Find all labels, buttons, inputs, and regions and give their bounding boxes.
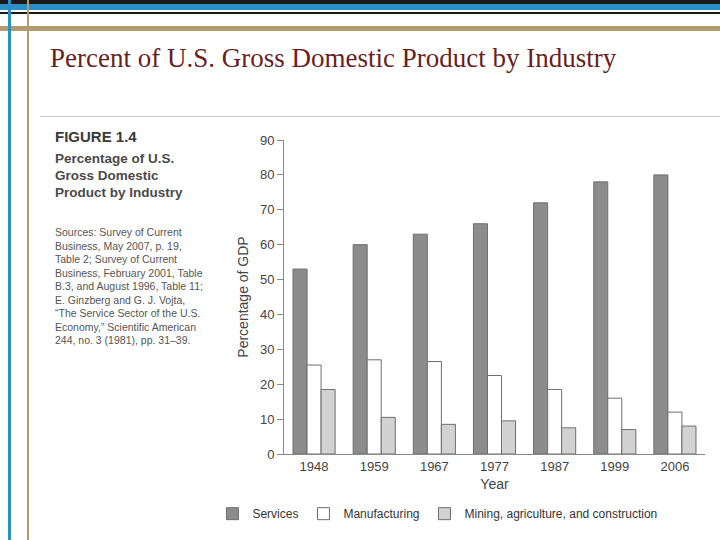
svg-text:1987: 1987 [540, 459, 569, 474]
svg-text:80: 80 [260, 167, 274, 182]
svg-text:40: 40 [260, 307, 274, 322]
svg-text:70: 70 [260, 202, 274, 217]
svg-text:20: 20 [260, 377, 274, 392]
svg-text:1967: 1967 [420, 459, 449, 474]
svg-text:50: 50 [260, 272, 274, 287]
svg-text:90: 90 [260, 133, 274, 148]
html-text:Percentage of U.S. Gross Domes: Percentage of U.S. Gross Domestic Produc… [55, 151, 183, 200]
html-text:Sources: Survey of Current Bus: Sources: Survey of Current Business, May… [55, 226, 203, 346]
svg-text:2006: 2006 [660, 459, 689, 474]
svg-text:1977: 1977 [480, 459, 509, 474]
svg-text:Mining, agriculture, and const: Mining, agriculture, and construction [464, 507, 657, 521]
svg-text:1948: 1948 [300, 459, 329, 474]
svg-text:Percentage of GDP: Percentage of GDP [235, 236, 251, 357]
svg-text:1999: 1999 [600, 459, 629, 474]
html-text:FIGURE 1.4: FIGURE 1.4 [55, 128, 137, 145]
html-text:Percent of U.S. Gross Domestic: Percent of U.S. Gross Domestic Product b… [50, 43, 617, 73]
svg-text:60: 60 [260, 237, 274, 252]
svg-text:30: 30 [260, 342, 274, 357]
svg-text:Services: Services [252, 507, 298, 521]
svg-text:1959: 1959 [360, 459, 389, 474]
svg-text:10: 10 [260, 412, 274, 427]
svg-text:0: 0 [267, 447, 274, 462]
svg-text:Year: Year [480, 476, 509, 492]
svg-text:Manufacturing: Manufacturing [343, 507, 419, 521]
